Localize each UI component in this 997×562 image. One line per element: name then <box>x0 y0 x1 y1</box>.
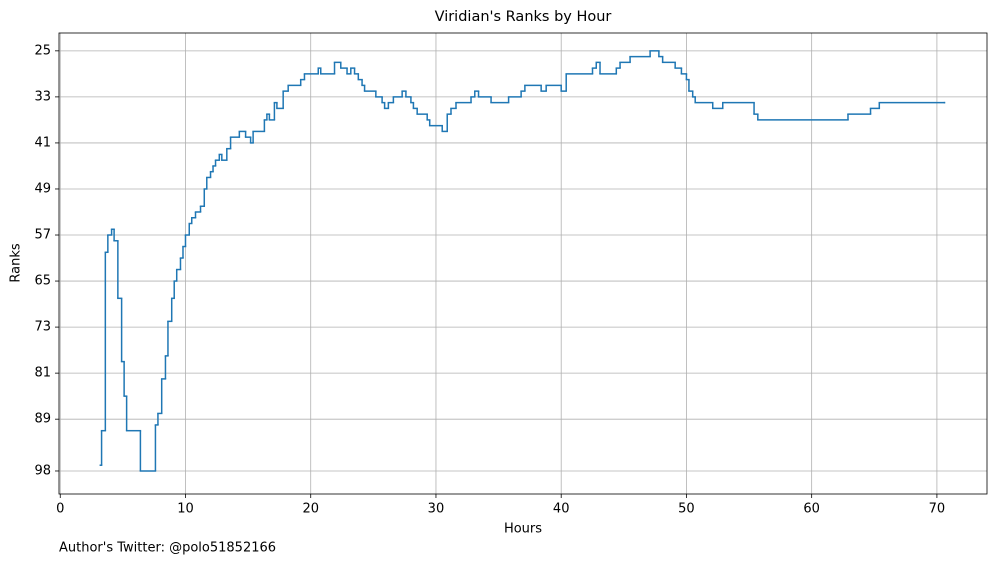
x-axis-label: Hours <box>504 522 542 537</box>
plot-frame <box>58 32 988 495</box>
y-tick-label: 25 <box>34 43 51 58</box>
footer: Author's Twitter: @polo51852166 <box>59 541 276 556</box>
y-tick-label: 65 <box>34 274 51 289</box>
y-tick-label: 41 <box>34 135 51 150</box>
y-axis-label: Ranks <box>9 243 24 282</box>
x-tick-label: 60 <box>803 502 820 517</box>
x-tick-label: 50 <box>678 502 695 517</box>
chart-title: Viridian's Ranks by Hour <box>435 9 612 25</box>
y-tick-label: 57 <box>34 228 51 243</box>
x-tick-label: 30 <box>428 502 445 517</box>
x-tick-label: 0 <box>56 502 64 517</box>
y-tick-label: 98 <box>34 463 51 478</box>
x-tick-label: 10 <box>177 502 194 517</box>
x-tick-label: 70 <box>929 502 946 517</box>
y-tick-label: 89 <box>34 412 51 427</box>
x-tick-label: 40 <box>553 502 570 517</box>
y-tick-label: 33 <box>34 89 51 104</box>
x-tick-label: 20 <box>302 502 319 517</box>
y-tick-label: 81 <box>34 366 51 381</box>
y-tick-label: 73 <box>34 320 51 335</box>
y-tick-label: 49 <box>34 181 51 196</box>
